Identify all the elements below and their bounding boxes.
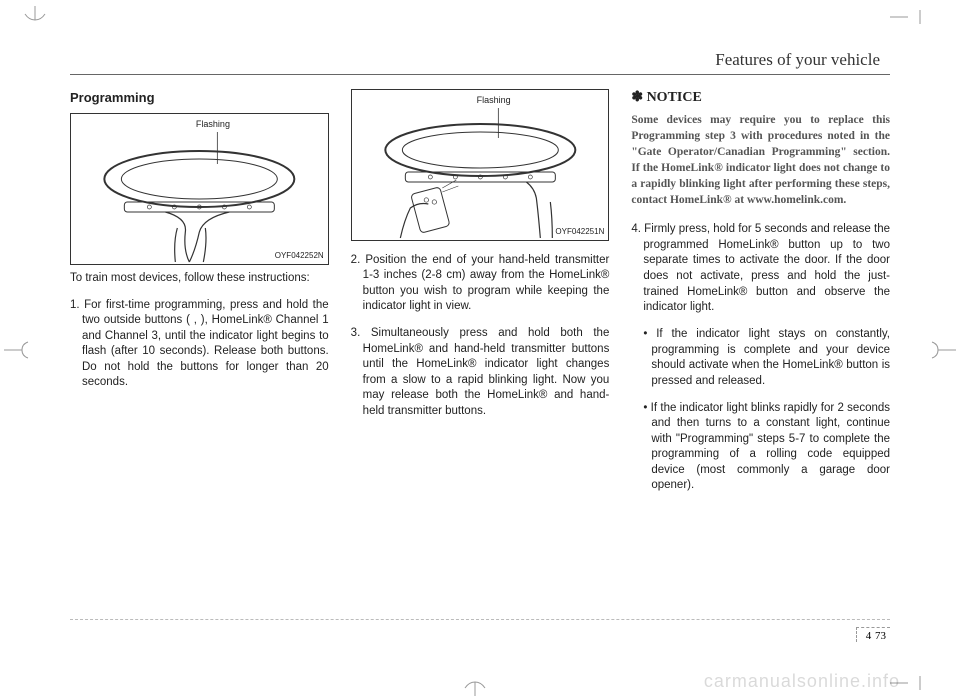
step-2: 2. Position the end of your hand-held tr… — [351, 253, 610, 315]
notice-body: Some devices may require you to replace … — [631, 112, 890, 209]
figure-mirror-two-fingers: Flashing OYF042252N — [70, 113, 329, 265]
figure-mirror-remote: Flashing — [351, 89, 610, 241]
notice-heading: ✽ NOTICE — [631, 89, 890, 108]
step-4: 4. Firmly press, hold for 5 seconds and … — [631, 222, 890, 315]
watermark: carmanualsonline.info — [704, 671, 900, 692]
column-3: ✽ NOTICE Some devices may require you to… — [631, 89, 890, 500]
mirror-illustration-2 — [352, 90, 609, 240]
page-number: 4 73 — [856, 627, 890, 642]
step-3: 3. Simultaneously press and hold both th… — [351, 326, 610, 419]
figure-ref: OYF042252N — [275, 251, 324, 262]
flashing-label: Flashing — [196, 118, 230, 130]
body-columns: Programming Flashing OYF042 — [70, 75, 890, 500]
section-number: 4 — [865, 630, 873, 642]
page-no: 73 — [875, 630, 886, 642]
column-1: Programming Flashing OYF042 — [70, 89, 329, 500]
step-1: 1. For first-time programming, press and… — [70, 298, 329, 391]
bullet-2: • If the indicator light blinks rapidly … — [631, 401, 890, 494]
intro-text: To train most devices, follow these inst… — [70, 271, 329, 287]
figure-ref-2: OYF042251N — [555, 227, 604, 238]
flashing-label-2: Flashing — [477, 94, 511, 106]
page-content: Features of your vehicle Programming Fla… — [70, 50, 890, 650]
bullet-1: • If the indicator light stays on consta… — [631, 327, 890, 389]
footer-dash — [70, 619, 890, 620]
section-header: Features of your vehicle — [70, 50, 890, 75]
column-2: Flashing — [351, 89, 610, 500]
programming-title: Programming — [70, 89, 329, 107]
mirror-illustration-1 — [71, 114, 328, 264]
